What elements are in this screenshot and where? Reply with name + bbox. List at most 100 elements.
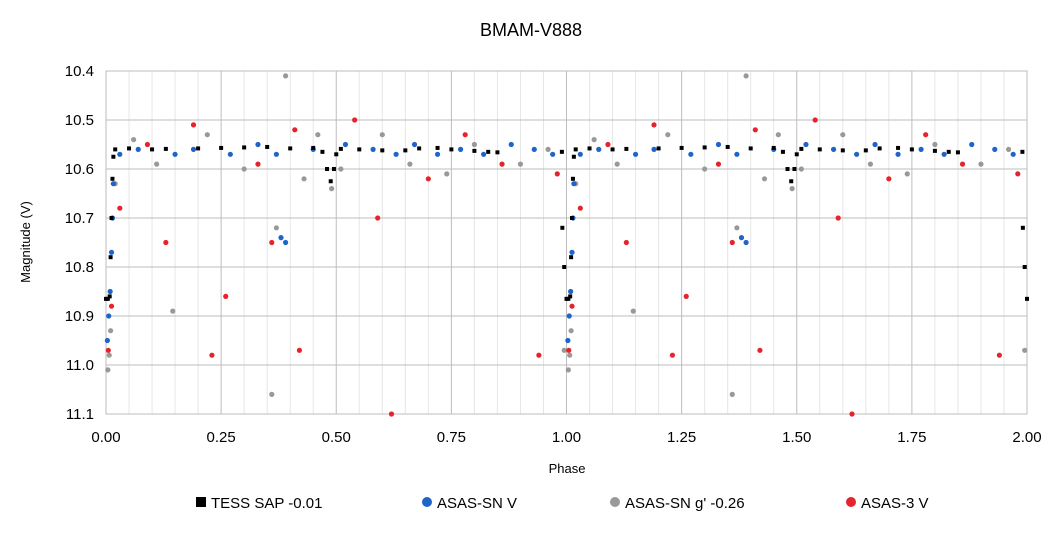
data-point <box>568 294 573 299</box>
data-point <box>565 367 571 373</box>
data-point <box>170 308 176 314</box>
data-point <box>729 391 735 397</box>
data-point <box>457 146 464 152</box>
data-point <box>273 225 279 231</box>
data-point <box>150 147 155 152</box>
data-point <box>163 239 169 246</box>
data-point <box>375 215 381 221</box>
legend-label: TESS SAP -0.01 <box>211 495 322 512</box>
y-tick-label: 11.0 <box>66 357 94 374</box>
data-point <box>932 148 937 153</box>
data-point <box>669 352 676 358</box>
data-point <box>190 146 197 152</box>
data-point <box>840 148 845 153</box>
data-point <box>785 167 790 171</box>
data-point <box>571 154 576 159</box>
data-point <box>223 293 229 299</box>
data-point <box>241 166 247 172</box>
legend-label: ASAS-SN V <box>437 495 517 512</box>
legend-item: ASAS-3 V <box>846 495 929 512</box>
data-point <box>462 132 468 138</box>
x-tick-label: 1.75 <box>897 429 926 446</box>
x-tick-label: 1.00 <box>552 429 581 446</box>
data-point <box>941 151 947 157</box>
data-point <box>255 141 261 148</box>
data-point <box>955 150 960 155</box>
data-point <box>278 235 284 241</box>
legend-marker <box>196 497 206 507</box>
data-point <box>545 146 551 152</box>
data-point <box>561 347 567 353</box>
data-point <box>495 150 500 155</box>
data-point <box>471 141 477 148</box>
data-point <box>331 167 336 171</box>
data-point <box>117 151 123 157</box>
data-point <box>591 137 597 143</box>
data-point <box>531 146 537 152</box>
data-point <box>154 161 160 167</box>
data-point <box>434 151 441 157</box>
data-point <box>135 146 141 152</box>
data-point <box>472 148 477 153</box>
data-point <box>1015 171 1021 177</box>
legend-marker <box>422 497 432 507</box>
data-point <box>508 141 514 148</box>
data-point <box>357 147 362 152</box>
data-point <box>190 122 197 128</box>
data-point <box>1022 347 1028 353</box>
data-point <box>411 141 418 148</box>
data-point <box>269 391 275 397</box>
data-point <box>775 132 781 138</box>
data-point <box>107 288 113 295</box>
legend-label: ASAS-3 V <box>861 495 929 512</box>
data-point <box>292 127 298 133</box>
data-point <box>567 352 573 358</box>
data-point <box>743 73 749 79</box>
data-point <box>863 148 868 153</box>
data-point <box>486 149 491 154</box>
data-point <box>204 132 210 138</box>
data-point <box>587 146 592 151</box>
data-point <box>1010 151 1016 157</box>
data-point <box>761 176 768 182</box>
data-series <box>104 73 1029 417</box>
x-tick-label: 1.25 <box>667 429 696 446</box>
data-point <box>265 144 270 149</box>
data-point <box>610 147 615 152</box>
data-point <box>127 146 132 151</box>
data-point <box>904 171 910 177</box>
legend: TESS SAP -0.01 ASAS-SN V ASAS-SN g' -0.26 A… <box>196 495 929 512</box>
data-point <box>959 161 966 167</box>
data-point <box>978 161 984 167</box>
series-0 <box>104 144 1029 301</box>
data-point <box>105 367 111 373</box>
data-point <box>380 148 385 153</box>
data-point <box>794 152 799 157</box>
data-point <box>554 171 560 177</box>
data-point <box>219 145 224 150</box>
data-point <box>559 149 564 154</box>
data-point <box>379 132 385 138</box>
data-point <box>315 132 321 138</box>
data-point <box>896 145 901 150</box>
data-point <box>117 205 123 211</box>
data-point <box>632 151 639 157</box>
data-point <box>683 293 689 299</box>
data-point <box>570 216 575 220</box>
data-point <box>282 73 289 79</box>
data-point <box>111 154 116 159</box>
data-point <box>242 145 247 150</box>
data-point <box>665 132 671 138</box>
legend-item: TESS SAP -0.01 <box>196 495 322 512</box>
data-point <box>311 145 316 150</box>
data-point <box>104 337 110 344</box>
data-point <box>715 141 722 148</box>
data-point <box>566 296 571 301</box>
data-point <box>342 141 349 148</box>
data-point <box>499 161 505 167</box>
data-point <box>573 147 578 152</box>
data-point <box>105 347 111 353</box>
data-point <box>743 239 749 246</box>
